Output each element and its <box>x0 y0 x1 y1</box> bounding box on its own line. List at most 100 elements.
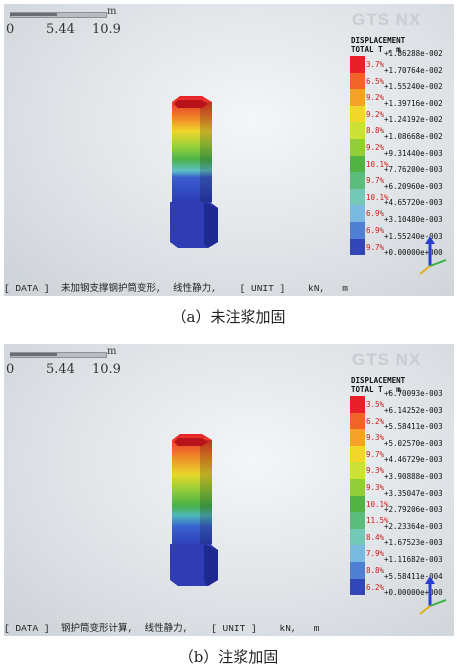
legend-value: +0.00000e+000 <box>384 588 443 598</box>
legend-value: +1.55240e-003 <box>384 231 443 241</box>
legend-percent: 6.2% <box>366 582 385 592</box>
legend-value: +6.20960e-003 <box>384 181 443 191</box>
legend-color-cell <box>350 72 365 90</box>
legend-color-cell <box>350 512 365 529</box>
legend-percent: 9.7% <box>366 449 385 459</box>
legend-color-cell <box>350 412 365 430</box>
pile-model-icon <box>170 96 218 248</box>
scale-bar-fill <box>10 13 57 16</box>
viewport-panel-a[interactable]: m 0 5.44 10.9 GTS NX DISPLACEMENT TOTAL … <box>4 4 454 296</box>
caption-a: （a）未注浆加固 <box>171 308 286 326</box>
legend-value: +3.10480e-003 <box>384 215 443 224</box>
axis-triad-icon <box>419 236 447 275</box>
legend-color-cell <box>350 155 365 173</box>
legend-value: +5.58411e-003 <box>384 422 443 432</box>
legend-title: DISPLACEMENT <box>351 36 406 45</box>
scale-tick-2: 10.9 <box>92 22 121 37</box>
legend-color-cell <box>350 238 365 256</box>
legend-percent: 6.9% <box>366 209 385 219</box>
legend-percent: 6.5% <box>366 76 385 86</box>
legend-color-cell <box>350 429 365 446</box>
legend-percent: 3.7% <box>366 60 385 69</box>
legend-color-cell <box>350 172 365 189</box>
viewport-panel-b[interactable]: m 0 5.44 10.9 GTS NX DISPLACEMENT TOTAL … <box>4 344 454 636</box>
legend-percent: 9.7% <box>366 242 385 252</box>
scale-unit: m <box>107 346 117 357</box>
legend-value: +6.70093e-003 <box>384 389 443 398</box>
legend-percent: 7.9% <box>366 549 385 559</box>
legend-color-cell <box>350 56 365 73</box>
legend-percent: 10.1% <box>366 159 389 169</box>
legend-value: +0.00000e+000 <box>384 248 443 258</box>
scale-tick-0: 0 <box>6 22 15 37</box>
legend-color-cell <box>350 105 365 123</box>
legend-percent: 8.8% <box>366 126 385 136</box>
legend-color-cell <box>350 205 365 222</box>
scale-tick-0: 0 <box>6 362 15 377</box>
caption-b: （b）注浆加固 <box>178 648 279 666</box>
legend-value: +1.39716e-002 <box>384 98 443 108</box>
legend-percent: 9.3% <box>366 483 385 492</box>
legend-value: +1.08668e-002 <box>384 132 443 141</box>
legend-value: +1.55240e-002 <box>384 82 443 92</box>
legend-percent: 8.8% <box>366 566 385 575</box>
legend-value: +2.79206e-003 <box>384 505 443 515</box>
legend-value: +1.70764e-002 <box>384 65 443 75</box>
legend-percent: 3.5% <box>366 400 385 409</box>
scale-tick-1: 5.44 <box>46 22 75 37</box>
scale-unit: m <box>107 6 117 17</box>
legend-value: +9.31440e-003 <box>384 148 443 158</box>
legend-color-cell <box>350 139 365 156</box>
legend-color-cell <box>350 495 365 513</box>
legend-subtitle: TOTAL T , m <box>351 385 401 394</box>
legend-value: +1.67523e-003 <box>384 538 443 548</box>
legend-value: +3.35047e-003 <box>384 488 443 498</box>
legend-percent: 6.2% <box>366 416 385 426</box>
scale-bar-fill <box>10 353 57 356</box>
legend-color-cell <box>350 562 365 579</box>
legend-percent: 9.7% <box>366 176 385 186</box>
legend-value: +1.11682e-003 <box>384 555 443 564</box>
legend-percent: 9.3% <box>366 433 385 443</box>
legend-value: +1.24192e-002 <box>384 115 443 125</box>
legend-percent: 10.1% <box>366 499 389 509</box>
legend-color-cell <box>350 578 365 596</box>
legend-value: +6.14252e-003 <box>384 405 443 415</box>
scale-bar-icon: m <box>10 346 116 358</box>
legend-color-cell <box>350 445 365 463</box>
legend-value: +2.23364e-003 <box>384 521 443 531</box>
status-bar: [ DATA ] 钢护筒变形计算, 线性静力, [ UNIT ] kN, m <box>4 623 320 634</box>
legend-color-cell <box>350 188 365 206</box>
gts-nx-logo: GTS NX <box>352 10 422 29</box>
legend-value: +4.65720e-003 <box>384 198 443 208</box>
legend-color-cell <box>350 122 365 139</box>
legend-percent: 9.2% <box>366 143 385 152</box>
legend-subtitle: TOTAL T , m <box>351 45 401 54</box>
legend-percent: 6.9% <box>366 226 385 235</box>
legend-percent: 8.4% <box>366 532 385 542</box>
legend-percent: 10.1% <box>366 192 389 202</box>
status-bar: [ DATA ] 未加钢支撑钢护筒变形, 线性静力, [ UNIT ] kN, … <box>4 283 348 294</box>
legend-color-cell <box>350 545 365 562</box>
legend-value: +5.02570e-003 <box>384 438 443 448</box>
legend-color-cell <box>350 528 365 546</box>
legend-title: DISPLACEMENT <box>351 376 406 385</box>
legend-percent: 9.2% <box>366 93 385 103</box>
legend-value: +7.76200e-003 <box>384 165 443 175</box>
gts-nx-logo: GTS NX <box>352 350 422 369</box>
legend-value: +3.90888e-003 <box>384 472 443 481</box>
legend-value: +1.86288e-002 <box>384 49 443 58</box>
legend-percent: 11.5% <box>366 516 389 526</box>
legend-value: +5.58411e-004 <box>384 571 443 581</box>
legend-color-cell <box>350 89 365 106</box>
legend-color-cell <box>350 396 365 413</box>
scale-tick-1: 5.44 <box>46 362 75 377</box>
pile-model-icon <box>170 434 218 586</box>
legend-color-cell <box>350 479 365 496</box>
legend-color-cell <box>350 462 365 479</box>
scale-bar-icon: m <box>10 6 116 18</box>
legend-value: +4.46729e-003 <box>384 455 443 465</box>
axis-triad-icon <box>419 576 447 615</box>
scale-tick-2: 10.9 <box>92 362 121 377</box>
legend-percent: 9.3% <box>366 466 385 476</box>
